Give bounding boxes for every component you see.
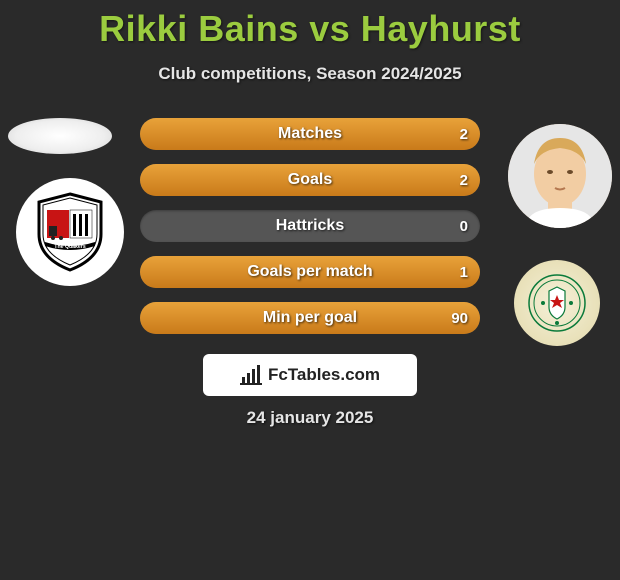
page-title: Rikki Bains vs Hayhurst (0, 0, 620, 50)
bar-chart-icon (240, 365, 262, 385)
stat-row-goals: 0 Goals 2 (140, 164, 480, 196)
stats-area: 0 Matches 2 0 Goals 2 0 Hattricks 0 0 Go… (140, 118, 480, 348)
crest-icon (527, 273, 587, 333)
stat-row-goals-per-match: 0 Goals per match 1 (140, 256, 480, 288)
comparison-infographic: Rikki Bains vs Hayhurst Club competition… (0, 0, 620, 580)
stat-label: Min per goal (140, 309, 480, 327)
date-text: 24 january 2025 (0, 408, 620, 428)
stat-value-right: 1 (460, 264, 468, 281)
stat-label: Goals per match (140, 263, 480, 281)
stat-row-hattricks: 0 Hattricks 0 (140, 210, 480, 242)
attribution-text: FcTables.com (268, 365, 380, 385)
subtitle: Club competitions, Season 2024/2025 (0, 64, 620, 84)
stat-value-right: 2 (460, 126, 468, 143)
stat-label: Goals (140, 171, 480, 189)
stat-label: Hattricks (140, 217, 480, 235)
stat-row-matches: 0 Matches 2 (140, 118, 480, 150)
stat-label: Matches (140, 125, 480, 143)
stat-value-right: 90 (451, 310, 468, 327)
crest-text: The Quakers (54, 244, 86, 250)
shield-icon: The Quakers (35, 192, 105, 272)
stat-value-right: 2 (460, 172, 468, 189)
player-left-crest: The Quakers (16, 178, 124, 286)
player-left-photo (8, 118, 112, 154)
player-right-photo (508, 124, 612, 228)
player-right-crest (514, 260, 600, 346)
stat-value-right: 0 (460, 218, 468, 235)
stat-row-min-per-goal: 0 Min per goal 90 (140, 302, 480, 334)
attribution-link[interactable]: FcTables.com (203, 354, 417, 396)
avatar-icon (508, 124, 612, 228)
